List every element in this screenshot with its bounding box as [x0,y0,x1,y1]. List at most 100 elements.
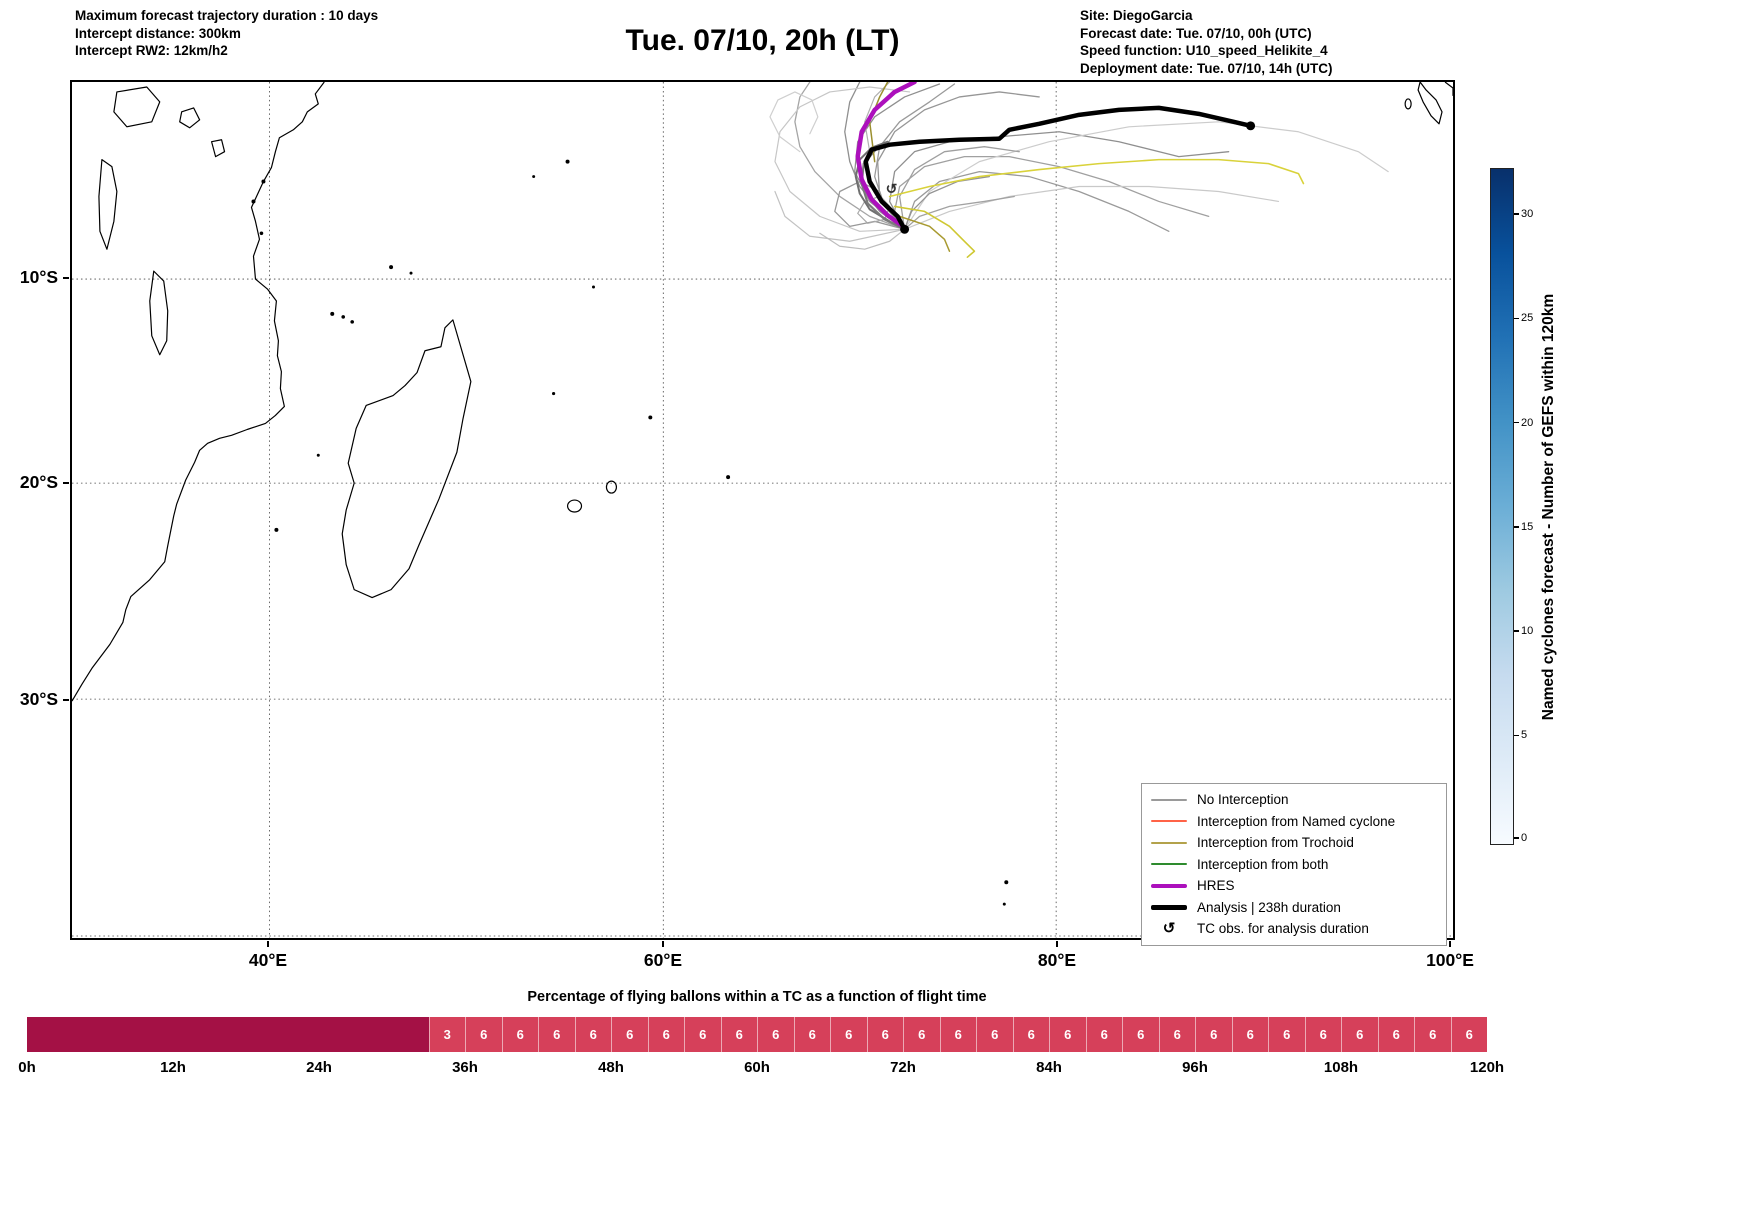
y-tick-mark [63,277,69,279]
flight-bar-segment: 6 [939,1017,976,1052]
ensemble-track-no-interception [854,83,941,230]
colorbar-tick-mark [1514,630,1519,632]
flight-bar-segment: 6 [793,1017,830,1052]
flight-bar-segment: 6 [611,1017,648,1052]
legend-label-5: Analysis | 238h duration [1197,899,1341,915]
ensemble-track-no-interception [864,82,891,153]
flight-bar-segment: 6 [1414,1017,1451,1052]
gridlines [72,82,1453,938]
x-tick-mark [267,941,269,947]
flight-bar-tick-label: 24h [306,1059,332,1076]
legend-line-sample [1151,904,1187,910]
ensemble-track-no-interception [903,175,990,230]
y-tick-label: 20°S [19,472,58,492]
x-tick-label: 100°E [1426,950,1474,970]
legend-line-sample [1151,863,1187,866]
flight-bar-segment: 6 [1268,1017,1305,1052]
y-tick-label: 30°S [19,689,58,709]
legend-label-4: HRES [1197,878,1235,894]
flight-bar-segment: 6 [976,1017,1013,1052]
colorbar-tick-mark [1514,421,1519,424]
small-lake-2 [210,139,226,158]
ensemble-track-no-interception [769,91,819,153]
flight-bar-segment: 6 [757,1017,794,1052]
flight-bar-segment: 6 [1231,1017,1268,1052]
flight-bar-tick-label: 0h [18,1059,36,1076]
map-canvas: ↺ [72,82,1453,938]
flight-bar-title: Percentage of flying ballons within a TC… [527,989,987,1005]
legend-row: Interception from Trochoid [1151,832,1437,854]
analysis-track [863,105,1253,232]
nias-island [1404,98,1412,110]
flight-bar-segment: 6 [1341,1017,1378,1052]
lake-malawi [149,270,169,356]
flight-bar-tick-label: 12h [160,1059,186,1076]
madagascar-coastline [341,319,472,599]
flight-bar-segment: 6 [538,1017,575,1052]
ensemble-track-no-interception [794,82,906,230]
flight-bar-segment: 6 [830,1017,867,1052]
x-tick-mark [1056,941,1058,947]
flight-bar-segment: 6 [465,1017,502,1052]
colorbar-tick-label: 10 [1521,625,1534,638]
colorbar-tick-label: 0 [1521,832,1528,845]
flight-bar-segment: 6 [1158,1017,1195,1052]
legend-row: No Interception [1151,789,1437,811]
colorbar [1490,168,1514,845]
colorbar-tick-label: 20 [1521,416,1534,429]
legend-label-1: Interception from Named cyclone [1197,813,1396,829]
forecast-date-line: Forecast date: Tue. 07/10, 00h (UTC) [1080,25,1312,41]
x-tick-label: 80°E [1037,950,1077,970]
site-info-text: Site: DiegoGarcia Forecast date: Tue. 07… [1080,7,1333,77]
flight-bar-tick-label: 36h [452,1059,478,1076]
max-duration-line: Maximum forecast trajectory duration : 1… [75,8,379,23]
speed-function-line: Speed function: U10_speed_Helikite_4 [1080,43,1328,58]
ensemble-track-no-interception [893,156,1210,230]
legend-line-sample [1151,883,1187,888]
colorbar-tick-label: 5 [1521,729,1528,742]
legend-label-3: Interception from both [1197,856,1329,872]
lake-victoria [113,86,161,128]
x-tick-mark [1449,941,1451,947]
flight-bar-segment: 3 [428,1017,465,1052]
colorbar-tick-label: 15 [1521,520,1534,533]
flight-bar-tick-label: 108h [1323,1059,1359,1076]
legend-label-6: TC obs. for analysis duration [1197,921,1369,937]
flight-bar-segment: 6 [1195,1017,1232,1052]
analysis-endpoint-dot [900,224,910,234]
coastlines [72,82,1453,702]
ensemble-track-no-interception [898,146,1020,230]
colorbar-tick-mark [1514,213,1519,215]
ensemble-track-trochoid [898,215,951,252]
colorbar-tick-mark [1514,526,1519,528]
legend: No Interception Interception from Named c… [1141,783,1447,946]
flight-bar-segment: 6 [574,1017,611,1052]
flight-bar-segment: 6 [903,1017,940,1052]
map-plot: ↺ No Interception Interception from Named… [70,80,1455,946]
ensemble-track-no-interception [903,121,1389,230]
legend-label-2: Interception from Trochoid [1197,835,1354,851]
flight-bar-segment: 6 [1450,1017,1487,1052]
legend-row: Interception from Named cyclone [1151,811,1437,833]
lake-tanganyika [98,159,118,250]
flight-bar-segment: 6 [1377,1017,1414,1052]
flight-bar-segment: 6 [1122,1017,1159,1052]
x-tick-label: 60°E [643,950,683,970]
legend-label-0: No Interception [1197,792,1289,808]
y-tick-label: 10°S [19,267,58,287]
colorbar-tick-label: 30 [1521,208,1534,221]
ensemble-track-no-interception [774,190,906,242]
legend-line-sample [1151,820,1187,823]
flight-bar-segment: 6 [684,1017,721,1052]
tc-obs-marker: ↺ [886,180,898,196]
colorbar-tick-mark [1514,317,1519,320]
trajectory-lines [769,82,1389,258]
flight-bar-tick-label: 96h [1182,1059,1208,1076]
hres-track [855,82,917,230]
run-config-text: Maximum forecast trajectory duration : 1… [75,7,378,60]
flight-bar-tick-label: 84h [1036,1059,1062,1076]
flight-bar-segment: 6 [647,1017,684,1052]
colorbar-tick-mark [1514,837,1519,839]
